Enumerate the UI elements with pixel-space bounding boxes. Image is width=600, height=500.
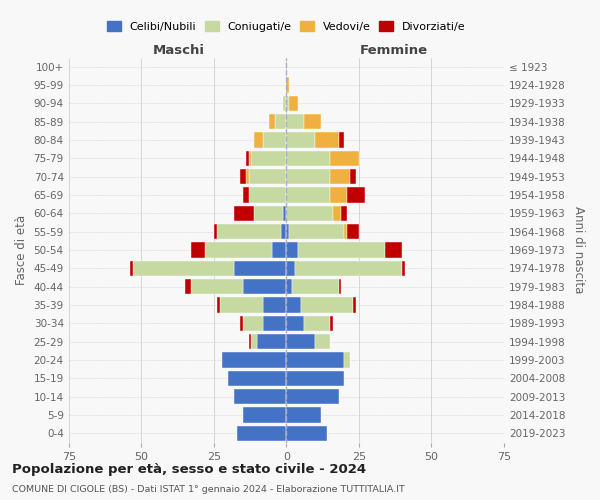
Bar bbox=[341, 206, 347, 221]
Bar bbox=[286, 352, 344, 368]
Bar bbox=[347, 224, 359, 239]
Bar bbox=[330, 188, 347, 202]
Bar bbox=[292, 279, 338, 294]
Bar bbox=[286, 96, 289, 111]
Bar bbox=[286, 132, 316, 148]
Bar bbox=[344, 224, 347, 239]
Bar bbox=[295, 261, 403, 276]
Text: Femmine: Femmine bbox=[359, 44, 428, 57]
Bar bbox=[191, 279, 243, 294]
Bar bbox=[272, 242, 286, 258]
Bar bbox=[286, 261, 295, 276]
Bar bbox=[248, 151, 251, 166]
Bar bbox=[316, 334, 330, 349]
Bar bbox=[243, 408, 286, 422]
Bar bbox=[298, 242, 385, 258]
Bar bbox=[286, 426, 327, 441]
Bar bbox=[283, 206, 286, 221]
Bar bbox=[234, 206, 254, 221]
Bar bbox=[330, 151, 359, 166]
Bar bbox=[286, 224, 289, 239]
Bar bbox=[286, 334, 316, 349]
Bar bbox=[286, 408, 321, 422]
Bar bbox=[234, 389, 286, 404]
Bar bbox=[257, 334, 286, 349]
Bar bbox=[248, 334, 251, 349]
Bar bbox=[130, 261, 133, 276]
Bar bbox=[289, 96, 298, 111]
Bar bbox=[286, 78, 289, 92]
Bar bbox=[228, 371, 286, 386]
Bar bbox=[263, 316, 286, 331]
Bar bbox=[385, 242, 403, 258]
Bar bbox=[217, 224, 281, 239]
Bar bbox=[283, 96, 286, 111]
Bar bbox=[243, 279, 286, 294]
Bar bbox=[286, 188, 330, 202]
Bar bbox=[350, 169, 356, 184]
Bar bbox=[234, 261, 286, 276]
Bar bbox=[237, 426, 286, 441]
Bar bbox=[223, 352, 286, 368]
Y-axis label: Anni di nascita: Anni di nascita bbox=[572, 206, 585, 294]
Bar bbox=[240, 169, 245, 184]
Bar bbox=[301, 298, 353, 312]
Bar bbox=[220, 298, 263, 312]
Bar bbox=[286, 298, 301, 312]
Bar bbox=[338, 279, 341, 294]
Bar bbox=[286, 389, 338, 404]
Bar bbox=[248, 169, 286, 184]
Bar bbox=[243, 188, 248, 202]
Bar bbox=[205, 242, 272, 258]
Bar bbox=[214, 224, 217, 239]
Bar bbox=[263, 298, 286, 312]
Bar bbox=[245, 169, 248, 184]
Bar bbox=[333, 206, 341, 221]
Legend: Celibi/Nubili, Coniugati/e, Vedovi/e, Divorziati/e: Celibi/Nubili, Coniugati/e, Vedovi/e, Di… bbox=[103, 17, 470, 36]
Bar bbox=[191, 242, 205, 258]
Bar bbox=[263, 132, 286, 148]
Bar bbox=[248, 188, 286, 202]
Bar bbox=[251, 334, 257, 349]
Bar bbox=[286, 114, 304, 129]
Bar bbox=[330, 169, 350, 184]
Bar bbox=[243, 316, 263, 331]
Bar bbox=[353, 298, 356, 312]
Bar bbox=[338, 132, 344, 148]
Bar bbox=[286, 151, 330, 166]
Bar bbox=[304, 316, 330, 331]
Bar bbox=[403, 261, 405, 276]
Bar bbox=[286, 206, 333, 221]
Bar bbox=[347, 188, 365, 202]
Y-axis label: Fasce di età: Fasce di età bbox=[15, 215, 28, 285]
Bar bbox=[286, 169, 330, 184]
Bar bbox=[254, 206, 283, 221]
Bar bbox=[330, 316, 333, 331]
Bar bbox=[251, 151, 286, 166]
Text: COMUNE DI CIGOLE (BS) - Dati ISTAT 1° gennaio 2024 - Elaborazione TUTTITALIA.IT: COMUNE DI CIGOLE (BS) - Dati ISTAT 1° ge… bbox=[12, 485, 405, 494]
Bar bbox=[240, 316, 243, 331]
Bar bbox=[133, 261, 234, 276]
Bar bbox=[286, 316, 304, 331]
Text: Maschi: Maschi bbox=[153, 44, 205, 57]
Bar bbox=[245, 151, 248, 166]
Bar bbox=[269, 114, 275, 129]
Bar bbox=[304, 114, 321, 129]
Bar bbox=[185, 279, 191, 294]
Bar bbox=[286, 279, 292, 294]
Bar bbox=[281, 224, 286, 239]
Bar bbox=[344, 352, 350, 368]
Bar bbox=[286, 242, 298, 258]
Bar bbox=[289, 224, 344, 239]
Text: Popolazione per età, sesso e stato civile - 2024: Popolazione per età, sesso e stato civil… bbox=[12, 462, 366, 475]
Bar bbox=[254, 132, 263, 148]
Bar bbox=[286, 371, 344, 386]
Bar bbox=[217, 298, 220, 312]
Bar bbox=[316, 132, 338, 148]
Bar bbox=[275, 114, 286, 129]
